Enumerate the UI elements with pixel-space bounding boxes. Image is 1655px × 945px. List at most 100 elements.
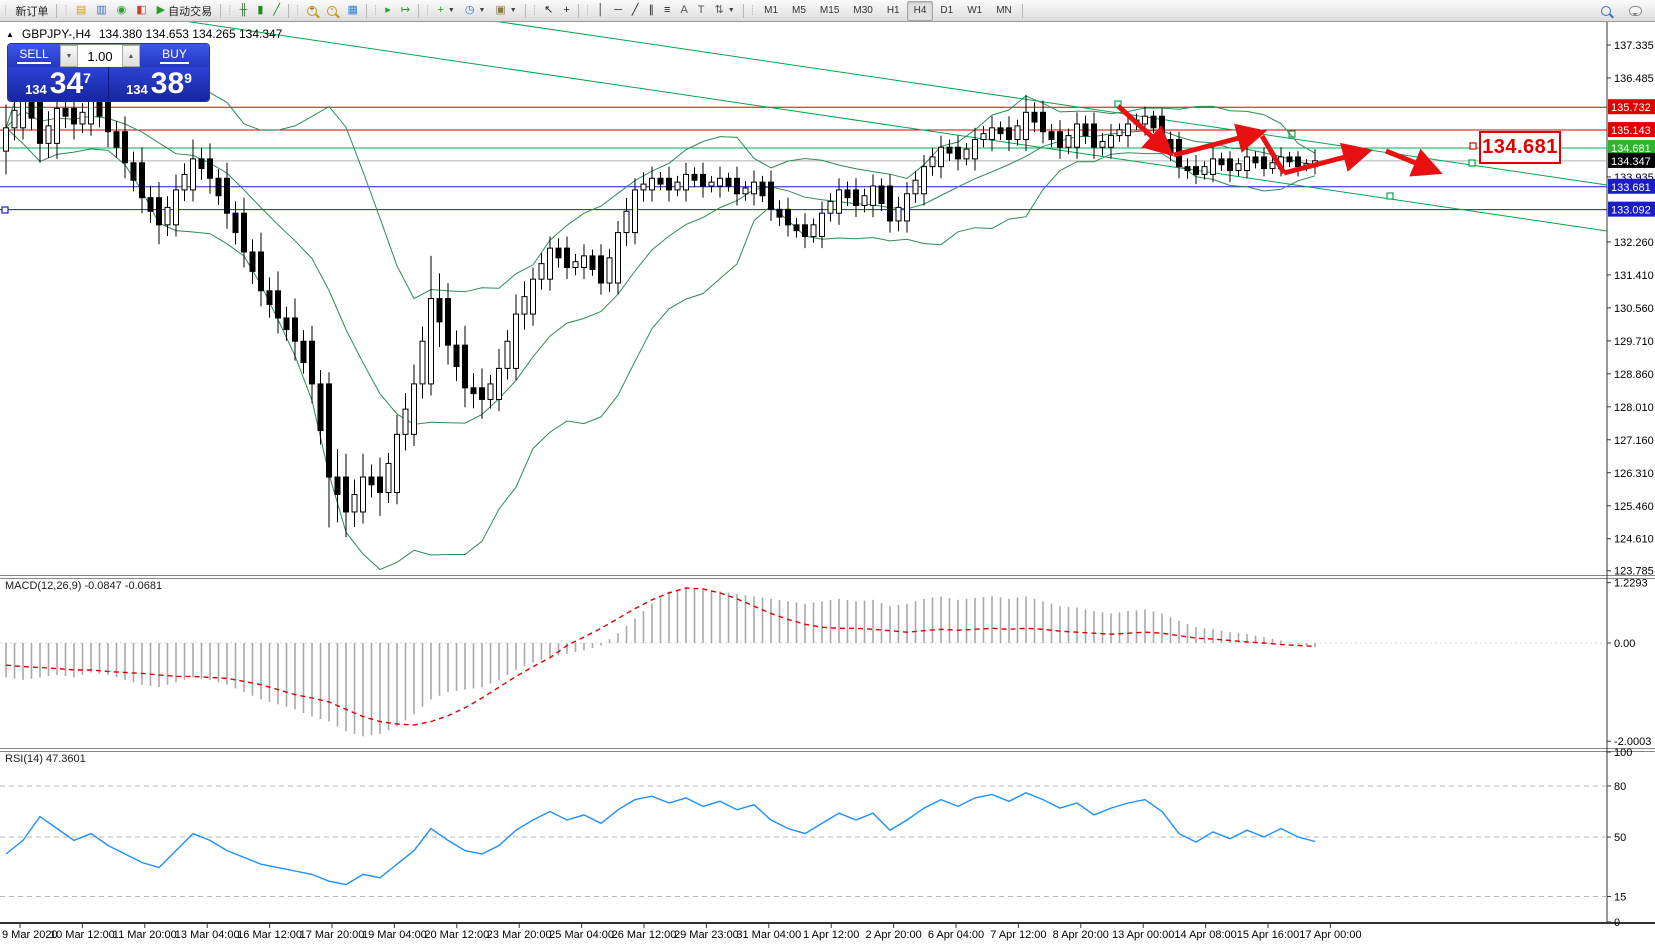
new-order-button[interactable]: 新订单 [10,1,53,21]
svg-text:8 Apr 20:00: 8 Apr 20:00 [1053,929,1109,941]
fibonacci-icon: ≡ [664,4,671,16]
svg-text:133.092: 133.092 [1611,205,1651,217]
fibonacci-icon[interactable]: ≡ [659,1,675,21]
svg-text:125.460: 125.460 [1614,501,1654,513]
periods-icon: ◷ [464,4,475,16]
crosshair-icon[interactable]: + [558,1,574,21]
search-icon[interactable] [1596,1,1616,21]
svg-text:23 Mar 20:00: 23 Mar 20:00 [487,929,552,941]
terminal-icon[interactable]: ◧ [131,1,151,21]
sell-button[interactable]: SELL [8,44,60,67]
annotation-arrows[interactable] [1116,104,1443,177]
svg-text:16 Mar 12:00: 16 Mar 12:00 [237,929,302,941]
profile-icon: ▥ [96,4,107,16]
toolbar-separator [288,3,290,18]
toolbar-separator [577,3,579,18]
toolbar-group-0: ┊ 新订单 [0,0,53,21]
svg-text:134.681: 134.681 [1611,143,1651,155]
tf-m5[interactable]: M5 [792,5,806,16]
periods-icon[interactable]: ◷ ▼ [460,1,491,21]
equidistant-channel-icon[interactable]: ∥ [644,1,660,21]
volume-decrease-button[interactable]: ▼ [60,45,78,67]
toolbar-separator [742,3,744,18]
svg-text:13 Mar 04:00: 13 Mar 04:00 [175,929,240,941]
chart-shift-icon[interactable]: ↦ [396,1,415,21]
buy-price[interactable]: 134 38 9 [109,67,209,101]
svg-text:133.681: 133.681 [1611,182,1651,194]
svg-text:19 Mar 04:00: 19 Mar 04:00 [362,929,427,941]
templates-icon[interactable]: ▣ ▼ [490,1,521,21]
terminal-icon: ◧ [136,4,147,16]
group-grip: ┊ [584,5,591,15]
toolbar-group-5: ┊ + ▼ ◷ ▼ ▣ ▼ [422,0,522,21]
dropdown-caret-icon: ▼ [727,7,735,14]
horizontal-line-icon[interactable]: ─ [609,1,627,21]
autoscroll-icon: ▸ [385,4,391,16]
chart-header: ▲ GBPJPY-,H4 134.380 134.653 134.265 134… [6,27,282,41]
charts-cascade-icon[interactable]: ▤ [71,1,91,21]
autoscroll-icon[interactable]: ▸ [380,1,396,21]
chat-icon [1629,5,1642,16]
arrows-icon: ⇅ [714,4,724,16]
tf-m1[interactable]: M1 [764,5,779,16]
svg-text:134.347: 134.347 [1611,156,1651,168]
toolbar-separator [365,3,367,18]
svg-text:1 Apr 12:00: 1 Apr 12:00 [803,929,859,941]
buy-button[interactable]: BUY [140,44,209,67]
tf-w1[interactable]: W1 [967,5,983,16]
indicators-icon[interactable]: + ▼ [432,1,459,21]
svg-text:100: 100 [1614,747,1632,759]
price-annotation-box[interactable]: 134.681 [1479,131,1561,164]
cursor-icon: ↖ [544,4,554,16]
tf-d1[interactable]: D1 [940,5,954,16]
trendline-icon: ╱ [631,4,639,16]
chat-icon[interactable] [1624,1,1647,21]
text-icon[interactable]: A [675,1,692,21]
text-label-icon[interactable]: T [693,1,710,21]
svg-text:14 Apr 08:00: 14 Apr 08:00 [1174,929,1236,941]
tf-m30[interactable]: M30 [853,5,873,16]
tile-windows-icon[interactable]: ▦ [342,1,362,21]
vertical-line-icon[interactable]: │ [592,1,609,21]
symbol-title: GBPJPY-,H4 [21,27,91,41]
toolbar-separator [524,3,526,18]
sell-price[interactable]: 134 34 7 [8,67,109,101]
svg-text:13 Apr 00:00: 13 Apr 00:00 [1112,929,1174,941]
rsi-pane [0,785,1607,897]
tf-h4[interactable]: H4 [906,0,934,21]
cursor-icon[interactable]: ↖ [539,1,558,21]
svg-text:50: 50 [1614,832,1626,844]
ohlc-bars-icon[interactable]: ╫ [235,1,253,21]
macd-pane [0,587,1607,737]
indicators-icon: + [437,4,444,16]
dropdown-caret-icon: ▼ [478,7,486,14]
tf-m15[interactable]: M15 [819,5,840,16]
svg-text:124.610: 124.610 [1614,534,1654,546]
zoom-out-icon: - [327,4,338,16]
toolbar-group-3: ┊ + - ▦ [292,0,363,21]
market-watch-icon[interactable]: ◉ [112,1,132,21]
svg-text:0: 0 [1614,917,1620,929]
line-chart-icon[interactable]: ╱ [268,1,285,21]
templates-icon: ▣ [495,4,506,16]
tf-mn[interactable]: MN [996,5,1012,16]
zoom-in-icon[interactable]: + [302,1,322,21]
autotrade-button[interactable]: ▶ 自动交易 [152,1,217,21]
trendlines[interactable] [1,20,1608,232]
candlestick-chart-icon[interactable]: ▮ [252,1,268,21]
volume-increase-button[interactable]: ▲ [122,45,140,67]
text-icon: A [680,4,688,16]
profile-icon[interactable]: ▥ [91,1,111,21]
group-grip: ┊ [372,5,379,15]
tf-h1[interactable]: H1 [886,5,900,16]
volume-input[interactable] [78,45,122,67]
zoom-out-icon[interactable]: - [322,1,342,21]
price-axis[interactable]: 137.335136.485133.935132.260131.410130.5… [1607,40,1655,929]
charts-cascade-icon: ▤ [75,4,87,16]
arrows-icon[interactable]: ⇅ ▼ [710,1,740,21]
svg-text:128.010: 128.010 [1614,402,1654,414]
trendline-icon[interactable]: ╱ [627,1,644,21]
